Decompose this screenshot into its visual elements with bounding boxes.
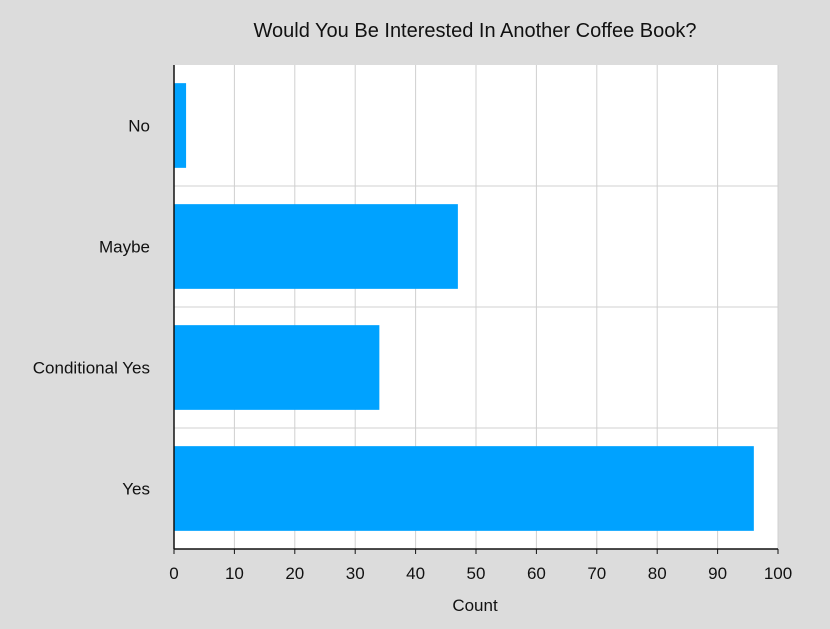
x-tick-label: 50 bbox=[467, 564, 486, 583]
bar-no bbox=[174, 83, 187, 168]
category-label: Maybe bbox=[99, 238, 150, 257]
bar-maybe bbox=[174, 204, 458, 289]
x-tick-label: 10 bbox=[225, 564, 244, 583]
x-tick-label: 30 bbox=[346, 564, 365, 583]
gridlines bbox=[174, 65, 779, 549]
category-label: Conditional Yes bbox=[33, 359, 150, 378]
x-tick-label: 80 bbox=[648, 564, 667, 583]
bars bbox=[174, 83, 754, 531]
x-tick-label: 100 bbox=[764, 564, 792, 583]
category-label: No bbox=[128, 117, 150, 136]
axes bbox=[173, 65, 779, 554]
x-axis-label: Count bbox=[452, 596, 498, 615]
bar-yes bbox=[174, 446, 754, 531]
category-label: Yes bbox=[122, 480, 150, 499]
x-tick-label: 20 bbox=[285, 564, 304, 583]
x-tick-label: 90 bbox=[708, 564, 727, 583]
y-category-labels: No Maybe Conditional Yes Yes bbox=[33, 117, 150, 499]
x-tick-label: 60 bbox=[527, 564, 546, 583]
x-tick-label: 70 bbox=[587, 564, 606, 583]
x-tick-labels: 0 10 20 30 40 50 60 70 80 90 100 bbox=[169, 564, 792, 583]
bar-conditional-yes bbox=[174, 325, 380, 410]
chart-title: Would You Be Interested In Another Coffe… bbox=[254, 20, 697, 42]
x-tick-label: 0 bbox=[169, 564, 178, 583]
x-tick-label: 40 bbox=[406, 564, 425, 583]
